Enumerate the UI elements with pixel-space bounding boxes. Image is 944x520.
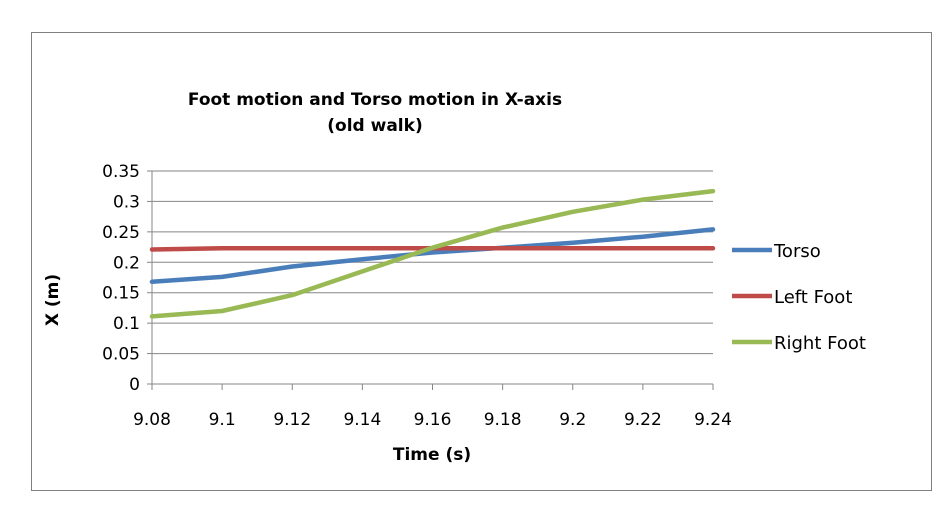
y-tick-label: 0.3 (113, 192, 140, 212)
y-tick-labels: 0 0.05 0.1 0.15 0.2 0.25 0.3 0.35 (102, 162, 140, 395)
x-tick-labels: 9.08 9.1 9.12 9.14 9.16 9.18 9.2 9.22 9.24 (133, 410, 732, 430)
legend-label-torso: Torso (773, 241, 821, 262)
y-tick-label: 0 (129, 375, 140, 395)
x-tick-label: 9.2 (559, 410, 586, 430)
chart-title-line-2: (old walk) (327, 116, 422, 136)
x-tick-label: 9.08 (133, 410, 171, 430)
y-tick-label: 0.05 (102, 345, 140, 365)
y-tick-label: 0.35 (102, 162, 140, 182)
x-axis-title: Time (s) (393, 445, 471, 465)
y-tick-label: 0.2 (113, 253, 140, 273)
y-tick-label: 0.25 (102, 223, 140, 243)
x-tick-label: 9.18 (484, 410, 522, 430)
gridlines (152, 170, 713, 355)
y-tick-label: 0.1 (113, 314, 140, 334)
x-tick-label: 9.16 (414, 410, 452, 430)
x-tick-label: 9.24 (694, 410, 732, 430)
chart-title-line-1: Foot motion and Torso motion in X-axis (188, 90, 562, 110)
x-tick-label: 9.14 (343, 410, 381, 430)
series-lines (149, 188, 716, 319)
chart-area (31, 32, 932, 491)
axes (147, 170, 714, 390)
legend-label-left-foot: Left Foot (774, 287, 852, 308)
legend-label-right-foot: Right Foot (774, 333, 866, 354)
legend: Torso Left Foot Right Foot (732, 241, 866, 354)
series-line-right-foot (149, 188, 716, 319)
y-axis-title: X (m) (43, 274, 63, 326)
series-line-torso (149, 227, 716, 285)
x-tick-label: 9.22 (624, 410, 662, 430)
x-tick-label: 9.12 (273, 410, 311, 430)
x-tick-label: 9.1 (209, 410, 236, 430)
y-tick-label: 0.15 (102, 284, 140, 304)
